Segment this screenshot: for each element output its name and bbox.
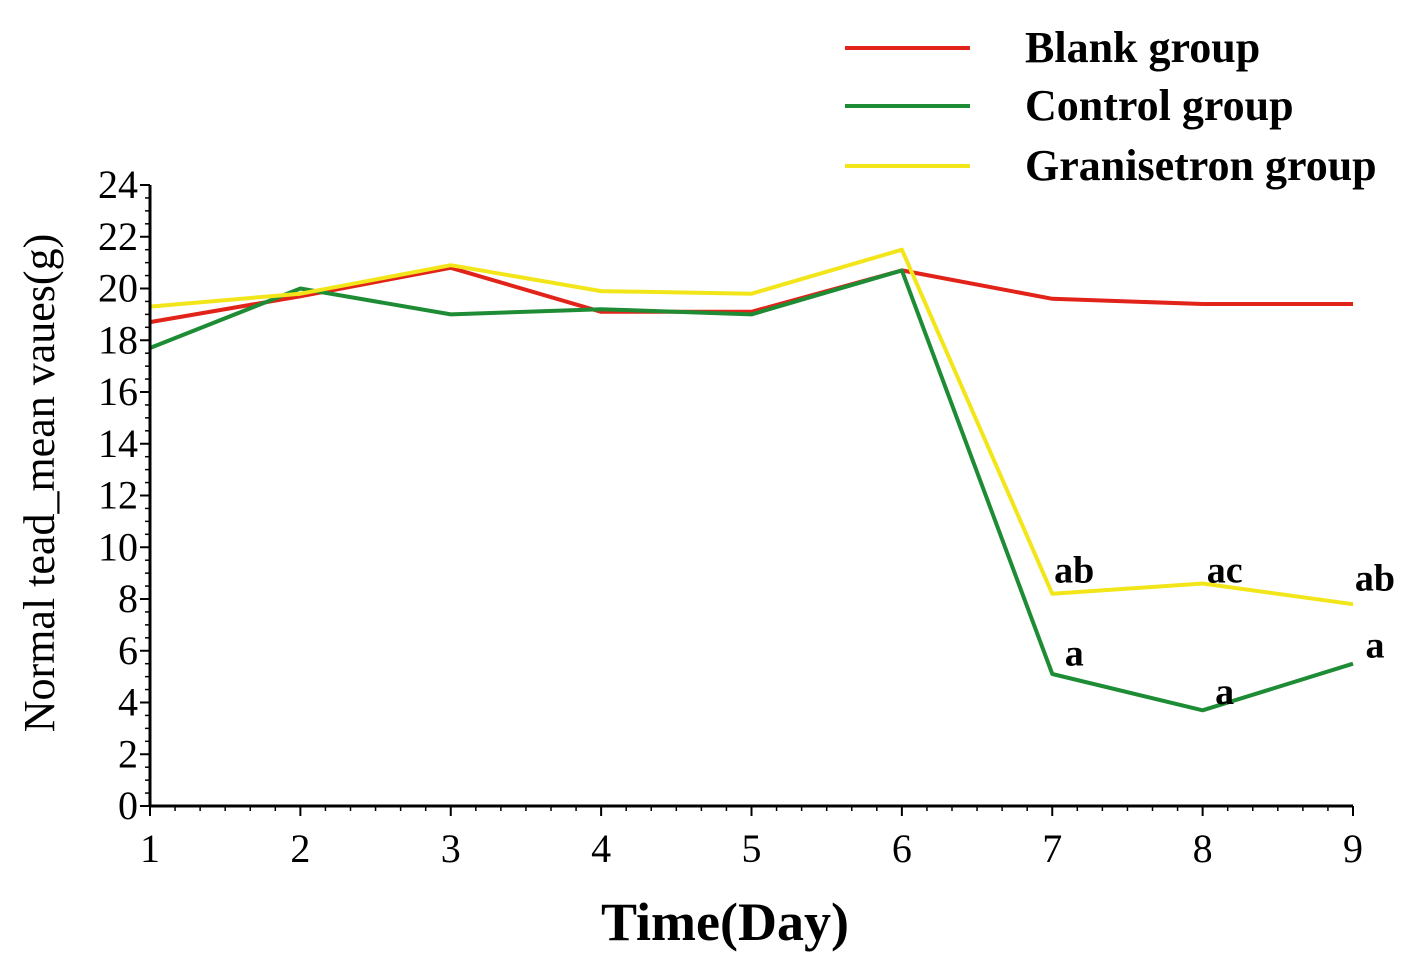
y-tick-label: 0 (118, 783, 138, 828)
significance-label: a (1366, 625, 1385, 667)
x-tick-label: 9 (1343, 826, 1363, 871)
y-tick-label: 16 (98, 369, 138, 414)
y-axis-title: Normal tead_mean vaues(g) (15, 234, 64, 732)
x-tick-label: 8 (1193, 826, 1213, 871)
x-tick-label: 1 (140, 826, 160, 871)
significance-label: a (1065, 632, 1084, 674)
x-axis-title: Time(Day) (601, 892, 849, 952)
significance-label: ac (1207, 550, 1243, 592)
y-tick-label: 12 (98, 473, 138, 518)
x-tick-label: 7 (1042, 826, 1062, 871)
x-tick-label: 6 (892, 826, 912, 871)
y-tick-label: 10 (98, 524, 138, 569)
annotations: ab ac ab a a a (1054, 550, 1395, 714)
y-tick-label: 18 (98, 317, 138, 362)
series-layer (149, 247, 1354, 713)
control-group-line (149, 268, 1354, 713)
y-tick-label: 2 (118, 731, 138, 776)
legend-label-granisetron-group: Granisetron group (1025, 141, 1377, 190)
significance-label: ab (1054, 550, 1094, 592)
x-tick-label: 2 (290, 826, 310, 871)
legend: Blank group Control group Granisetron grou… (845, 23, 1377, 190)
legend-label-blank-group: Blank group (1025, 23, 1260, 72)
y-tick-label: 4 (118, 680, 138, 725)
granisetron-group-line (149, 247, 1354, 607)
significance-label: ab (1355, 557, 1395, 599)
y-tick-label: 20 (98, 266, 138, 311)
x-tick-label: 3 (441, 826, 461, 871)
y-tick-label: 24 (98, 162, 138, 207)
blank-group-line (149, 265, 1353, 325)
y-tick-label: 22 (98, 214, 138, 259)
y-tick-label: 8 (118, 576, 138, 621)
axes (148, 185, 1353, 808)
legend-label-control-group: Control group (1025, 81, 1294, 130)
y-tick-label: 6 (118, 628, 138, 673)
x-tick-label: 4 (591, 826, 611, 871)
significance-label: a (1215, 671, 1234, 713)
x-tick-label: 5 (742, 826, 762, 871)
y-tick-label: 14 (98, 421, 138, 466)
